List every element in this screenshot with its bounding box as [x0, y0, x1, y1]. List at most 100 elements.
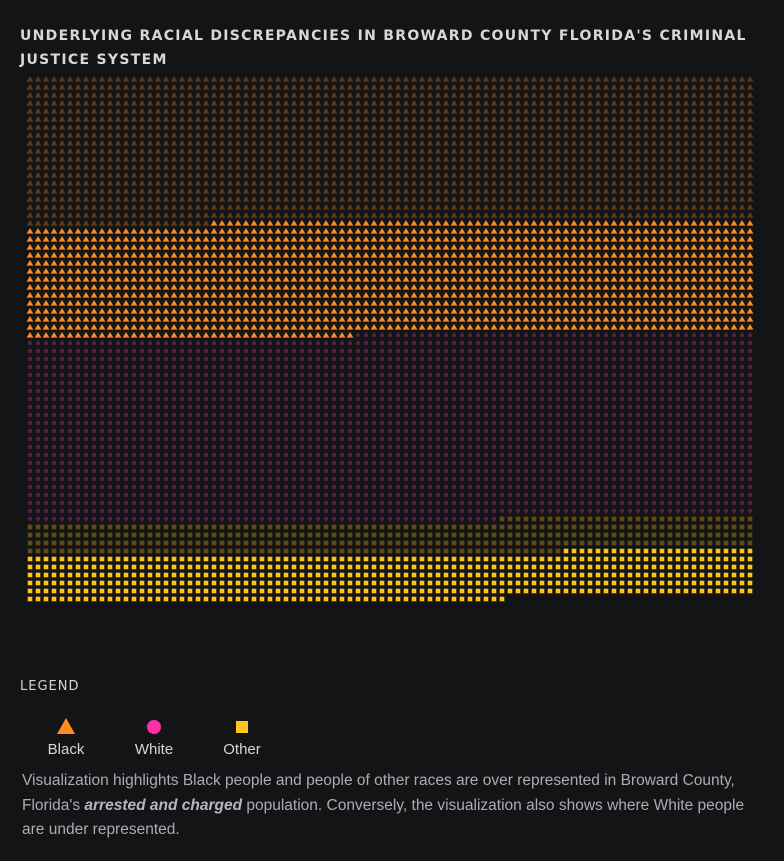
- unit-mark-black-dim: [594, 212, 602, 218]
- unit-mark-white-dim: [259, 492, 265, 498]
- unit-mark-black-bright: [586, 260, 594, 266]
- unit-mark-black-dim: [210, 116, 218, 122]
- unit-mark-black-bright: [282, 260, 290, 266]
- unit-mark-white-dim: [635, 372, 641, 378]
- unit-mark-white-dim: [435, 444, 441, 450]
- unit-mark-black-bright: [266, 228, 274, 234]
- unit-mark-white-dim: [555, 428, 561, 434]
- unit-mark-white-dim: [715, 420, 721, 426]
- unit-mark-white-dim: [651, 372, 657, 378]
- unit-mark-black-bright: [634, 260, 642, 266]
- unit-mark-black-bright: [226, 220, 234, 226]
- unit-mark-white-dim: [731, 412, 737, 418]
- unit-mark-white-dim: [507, 388, 513, 394]
- unit-mark-black-dim: [562, 148, 570, 154]
- unit-mark-white-dim: [387, 356, 393, 362]
- unit-mark-white-dim: [347, 364, 353, 370]
- unit-mark-black-bright: [138, 284, 146, 290]
- unit-mark-white-dim: [155, 404, 161, 410]
- unit-mark-black-dim: [194, 116, 202, 122]
- unit-mark-white-dim: [363, 356, 369, 362]
- unit-mark-white-dim: [627, 404, 633, 410]
- unit-mark-black-bright: [202, 268, 210, 274]
- unit-mark-black-dim: [418, 204, 426, 210]
- unit-mark-black-dim: [154, 116, 162, 122]
- unit-mark-white-dim: [499, 476, 505, 482]
- unit-mark-black-dim: [354, 204, 362, 210]
- unit-mark-white-dim: [147, 388, 153, 394]
- unit-mark-black-dim: [298, 156, 306, 162]
- unit-mark-black-bright: [322, 276, 330, 282]
- unit-mark-black-dim: [402, 140, 410, 146]
- unit-mark-black-bright: [50, 276, 58, 282]
- unit-mark-black-dim: [650, 140, 658, 146]
- unit-mark-white-dim: [507, 332, 513, 338]
- unit-mark-black-bright: [658, 308, 666, 314]
- unit-mark-black-dim: [138, 180, 146, 186]
- unit-mark-white-dim: [691, 444, 697, 450]
- unit-mark-white-dim: [387, 348, 393, 354]
- unit-mark-black-dim: [610, 196, 618, 202]
- unit-mark-white-dim: [59, 388, 65, 394]
- unit-mark-black-dim: [458, 180, 466, 186]
- unit-mark-white-dim: [27, 340, 33, 346]
- unit-mark-black-bright: [690, 284, 698, 290]
- unit-mark-black-bright: [594, 324, 602, 330]
- unit-mark-black-dim: [426, 84, 434, 90]
- unit-mark-white-dim: [59, 500, 65, 506]
- unit-mark-black-dim: [322, 212, 330, 218]
- unit-mark-black-bright: [746, 300, 754, 306]
- unit-mark-black-dim: [586, 92, 594, 98]
- unit-mark-black-dim: [42, 92, 50, 98]
- unit-mark-black-dim: [562, 100, 570, 106]
- unit-mark-black-bright: [122, 292, 130, 298]
- unit-mark-black-bright: [122, 300, 130, 306]
- unit-mark-white-dim: [691, 436, 697, 442]
- unit-mark-black-bright: [186, 324, 194, 330]
- unit-mark-black-dim: [602, 180, 610, 186]
- unit-mark-black-dim: [418, 132, 426, 138]
- unit-mark-white-dim: [59, 452, 65, 458]
- unit-mark-white-dim: [331, 420, 337, 426]
- unit-mark-white-dim: [171, 500, 177, 506]
- unit-mark-black-bright: [466, 276, 474, 282]
- unit-mark-white-dim: [51, 468, 57, 474]
- unit-mark-white-dim: [363, 476, 369, 482]
- unit-mark-white-dim: [587, 340, 593, 346]
- unit-mark-white-dim: [395, 476, 401, 482]
- unit-mark-white-dim: [459, 380, 465, 386]
- unit-mark-black-dim: [386, 116, 394, 122]
- unit-mark-black-bright: [66, 236, 74, 242]
- unit-mark-black-dim: [66, 92, 74, 98]
- unit-mark-white-dim: [451, 388, 457, 394]
- unit-mark-black-dim: [178, 188, 186, 194]
- unit-mark-white-dim: [339, 388, 345, 394]
- unit-mark-white-dim: [139, 484, 145, 490]
- unit-mark-black-dim: [194, 84, 202, 90]
- unit-mark-black-dim: [450, 156, 458, 162]
- unit-mark-black-bright: [242, 244, 250, 250]
- unit-mark-black-dim: [658, 92, 666, 98]
- unit-mark-black-bright: [194, 268, 202, 274]
- unit-mark-black-dim: [490, 212, 498, 218]
- unit-mark-black-bright: [546, 260, 554, 266]
- unit-mark-white-dim: [275, 508, 281, 514]
- unit-mark-black-dim: [226, 84, 234, 90]
- unit-mark-black-bright: [378, 244, 386, 250]
- unit-mark-white-dim: [51, 396, 57, 402]
- unit-mark-black-dim: [114, 100, 122, 106]
- unit-mark-black-dim: [706, 212, 714, 218]
- unit-mark-white-dim: [635, 428, 641, 434]
- unit-mark-black-dim: [570, 92, 578, 98]
- unit-mark-white-dim: [27, 460, 33, 466]
- unit-mark-white-dim: [395, 340, 401, 346]
- unit-mark-black-dim: [682, 156, 690, 162]
- unit-mark-black-bright: [186, 268, 194, 274]
- unit-mark-white-dim: [299, 428, 305, 434]
- unit-mark-black-dim: [722, 132, 730, 138]
- unit-mark-black-dim: [626, 196, 634, 202]
- unit-mark-white-dim: [555, 468, 561, 474]
- unit-mark-black-dim: [258, 100, 266, 106]
- unit-mark-white-dim: [75, 508, 81, 514]
- unit-mark-black-bright: [362, 252, 370, 258]
